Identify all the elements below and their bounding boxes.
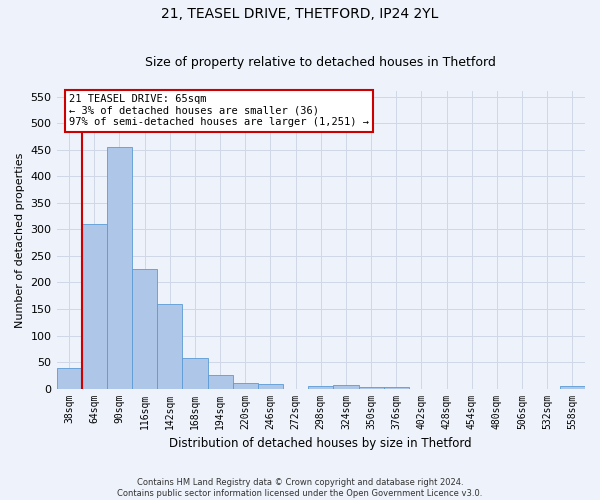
Bar (132, 268, 157, 388)
Text: 21 TEASEL DRIVE: 65sqm
← 3% of detached houses are smaller (36)
97% of semi-deta: 21 TEASEL DRIVE: 65sqm ← 3% of detached … (69, 94, 369, 128)
Bar (82, 224, 107, 388)
Bar (560, 386, 585, 388)
Bar (233, 382, 258, 388)
Bar (208, 376, 233, 388)
Bar (359, 387, 383, 388)
Text: 21, TEASEL DRIVE, THETFORD, IP24 2YL: 21, TEASEL DRIVE, THETFORD, IP24 2YL (161, 8, 439, 22)
Bar (334, 386, 359, 388)
Title: Size of property relative to detached houses in Thetford: Size of property relative to detached ho… (145, 56, 496, 70)
Bar (383, 387, 409, 388)
Y-axis label: Number of detached properties: Number of detached properties (15, 152, 25, 328)
Bar (258, 384, 283, 388)
Bar (157, 304, 182, 388)
Bar (182, 358, 208, 388)
Bar (308, 386, 334, 388)
Bar (107, 146, 132, 388)
Bar (56, 368, 82, 388)
Text: Contains HM Land Registry data © Crown copyright and database right 2024.
Contai: Contains HM Land Registry data © Crown c… (118, 478, 482, 498)
X-axis label: Distribution of detached houses by size in Thetford: Distribution of detached houses by size … (169, 437, 472, 450)
